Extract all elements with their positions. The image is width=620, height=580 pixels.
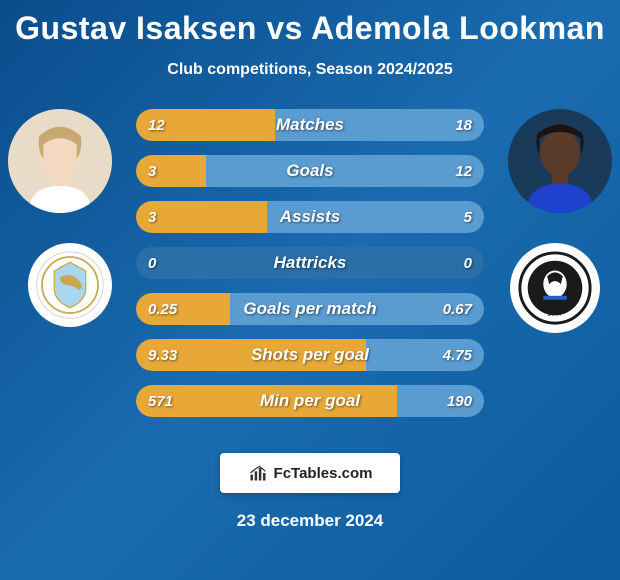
stat-label: Goals per match [136,293,484,325]
stat-label: Shots per goal [136,339,484,371]
stat-value-left: 3 [148,155,156,187]
page-title: Gustav Isaksen vs Ademola Lookman [0,0,620,47]
stat-value-left: 0.25 [148,293,177,325]
stat-row: 571Min per goal190 [136,385,484,417]
svg-text:1907: 1907 [547,310,562,317]
brand-text: FcTables.com [274,465,373,482]
stat-row: 3Assists5 [136,201,484,233]
player-right-club-badge: 1907 [510,243,600,333]
stat-row: 0.25Goals per match0.67 [136,293,484,325]
stat-value-right: 0 [464,247,472,279]
stats-bars: 12Matches183Goals123Assists50Hattricks00… [136,109,484,431]
comparison-panel: 1907 12Matches183Goals123Assists50Hattri… [0,109,620,439]
stat-value-right: 18 [455,109,472,141]
stat-label: Goals [136,155,484,187]
stat-value-right: 0.67 [443,293,472,325]
player-left-club-badge [28,243,112,327]
stat-value-left: 0 [148,247,156,279]
stat-label: Assists [136,201,484,233]
stat-row: 12Matches18 [136,109,484,141]
stat-value-right: 4.75 [443,339,472,371]
person-icon [508,109,612,213]
atalanta-crest-icon: 1907 [516,249,594,327]
stat-row: 3Goals12 [136,155,484,187]
person-icon [8,109,112,213]
stat-label: Min per goal [136,385,484,417]
stat-value-left: 3 [148,201,156,233]
stat-value-left: 9.33 [148,339,177,371]
stat-row: 0Hattricks0 [136,247,484,279]
stat-value-right: 12 [455,155,472,187]
brand-badge: FcTables.com [220,453,400,493]
chart-icon [248,463,268,483]
stat-row: 9.33Shots per goal4.75 [136,339,484,371]
player-right-avatar [508,109,612,213]
stat-value-right: 5 [464,201,472,233]
player-left-avatar [8,109,112,213]
date-text: 23 december 2024 [0,511,620,531]
stat-value-left: 571 [148,385,173,417]
lazio-crest-icon [35,250,105,320]
subtitle: Club competitions, Season 2024/2025 [0,61,620,79]
stat-value-left: 12 [148,109,165,141]
stat-label: Hattricks [136,247,484,279]
stat-label: Matches [136,109,484,141]
stat-value-right: 190 [447,385,472,417]
